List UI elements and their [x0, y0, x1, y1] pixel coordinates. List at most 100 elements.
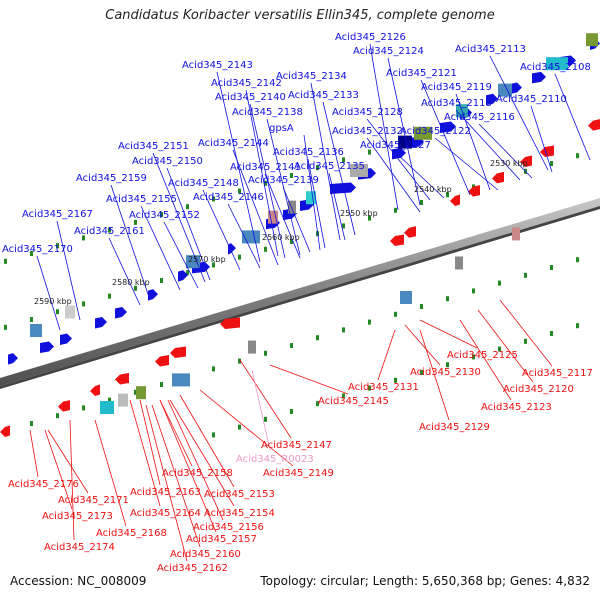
gene-block: [400, 291, 412, 304]
gene-block: [65, 305, 75, 319]
tick-mark: [134, 389, 137, 395]
reverse-gene-label: Acid345_2154: [204, 508, 275, 519]
gene-block: [268, 210, 278, 224]
tick-mark: [576, 323, 579, 329]
reverse-gene: [58, 400, 70, 412]
forward-gene-label: Acid345_2113: [455, 44, 526, 55]
tick-mark: [446, 296, 449, 302]
tick-mark: [498, 346, 501, 352]
reverse-gene-label: Acid345_2129: [419, 422, 490, 433]
tick-mark: [30, 421, 33, 426]
tick-mark: [238, 188, 241, 194]
forward-gene: [148, 289, 158, 301]
reverse-gene: [170, 346, 186, 358]
tick-mark: [368, 215, 371, 221]
kbp-tick-label: 2540 kbp: [414, 185, 452, 194]
forward-gene-label: Acid345_2148: [168, 178, 239, 189]
tick-mark: [82, 405, 85, 411]
tick-mark: [316, 165, 319, 171]
gene-block: [172, 373, 190, 387]
forward-gene: [60, 333, 72, 345]
tick-mark: [108, 293, 111, 299]
forward-gene-label: Acid345_2121: [386, 68, 457, 79]
gene-block: [414, 126, 432, 140]
reverse-gene-label: Acid345_2173: [42, 511, 113, 522]
gene-block: [546, 57, 568, 71]
reverse-gene: [450, 194, 460, 206]
tick-mark: [498, 280, 501, 286]
reverse-gene: [155, 355, 169, 367]
forward-gene-label: Acid345_2135: [294, 161, 365, 172]
tick-mark: [316, 401, 319, 407]
gene-block: [186, 255, 200, 269]
forward-gene-label: Acid345_2144: [198, 138, 269, 149]
reverse-gene-label: Acid345_2147: [261, 440, 332, 451]
gene-block: [512, 227, 520, 241]
forward-gene-label: Acid345_2150: [132, 156, 203, 167]
reverse-gene-label: Acid345_2130: [410, 367, 481, 378]
gene-block: [100, 401, 114, 414]
tick-mark: [420, 370, 423, 375]
reverse-gene-label: Acid345_2149: [263, 468, 334, 479]
tick-mark: [420, 200, 423, 205]
tick-mark: [30, 251, 33, 256]
tick-mark: [160, 212, 163, 217]
forward-gene-label: Acid345_2140: [215, 92, 286, 103]
tick-mark: [290, 343, 293, 348]
forward-gene-label: Acid345_2133: [288, 90, 359, 101]
forward-gene-label: Acid345_2139: [248, 175, 319, 186]
forward-gene-label: Acid345_2118: [421, 98, 492, 109]
gene-block: [30, 324, 42, 337]
accession-text: Accession: NC_008009: [10, 574, 147, 588]
map-title: Candidatus Koribacter versatilis Ellin34…: [105, 8, 495, 23]
tick-mark: [550, 161, 553, 166]
forward-gene-label: gpsA: [269, 123, 294, 134]
tick-mark: [368, 319, 371, 325]
forward-gene: [532, 71, 546, 84]
tick-mark: [212, 196, 215, 202]
reverse-gene-label: Acid345_2171: [58, 495, 129, 506]
reverse-gene-label: Acid345_2131: [348, 382, 419, 393]
forward-gene-label: Acid345_2119: [421, 82, 492, 93]
forward-gene-label: Acid345_2152: [129, 210, 200, 221]
tick-mark: [290, 409, 293, 414]
kbp-tick-label: 2560 kbp: [262, 233, 300, 242]
tick-mark: [4, 258, 7, 264]
forward-gene: [228, 243, 236, 255]
tick-mark: [56, 309, 59, 315]
reverse-gene-label: Acid345_2168: [96, 528, 167, 539]
forward-gene-label: Acid345_2128: [332, 107, 403, 118]
reverse-gene-label: Acid345_2125: [447, 350, 518, 361]
gene-block: [455, 256, 463, 270]
tick-mark: [420, 304, 423, 309]
tick-mark: [108, 397, 111, 403]
forward-gene-label: Acid345_2142: [211, 78, 282, 89]
forward-gene-label: Acid345_2146: [193, 192, 264, 203]
forward-gene-label: Acid345_2167: [22, 209, 93, 220]
tick-mark: [342, 327, 345, 333]
reverse-gene-label: Acid345_2117: [522, 368, 593, 379]
tick-mark: [238, 424, 241, 430]
forward-gene-label: Acid345_2161: [74, 226, 145, 237]
tick-mark: [290, 173, 293, 178]
tick-mark: [264, 246, 267, 252]
rna-label: Acid345_R0023: [236, 454, 314, 465]
gene-block: [350, 164, 368, 177]
forward-gene-label: Acid345_2155: [106, 194, 177, 205]
tick-mark: [238, 358, 241, 364]
tick-mark: [368, 149, 371, 155]
topology-text: Topology: circular; Length: 5,650,368 bp…: [260, 574, 590, 588]
forward-gene-label: Acid345_2108: [520, 62, 591, 73]
gene-block: [398, 135, 412, 149]
kbp-tick-label: 2550 kbp: [340, 209, 378, 218]
tick-mark: [108, 227, 111, 233]
forward-gene-label: Acid345_2141: [230, 162, 301, 173]
reverse-gene-label: Acid345_2160: [170, 549, 241, 560]
reverse-gene: [492, 171, 504, 184]
forward-gene: [8, 353, 18, 365]
reverse-gene: [390, 234, 404, 246]
gene-block: [118, 393, 128, 407]
reverse-gene-label: Acid345_2120: [503, 384, 574, 395]
gene-features: [0, 33, 600, 437]
reverse-gene-label: Acid345_2157: [186, 534, 257, 545]
